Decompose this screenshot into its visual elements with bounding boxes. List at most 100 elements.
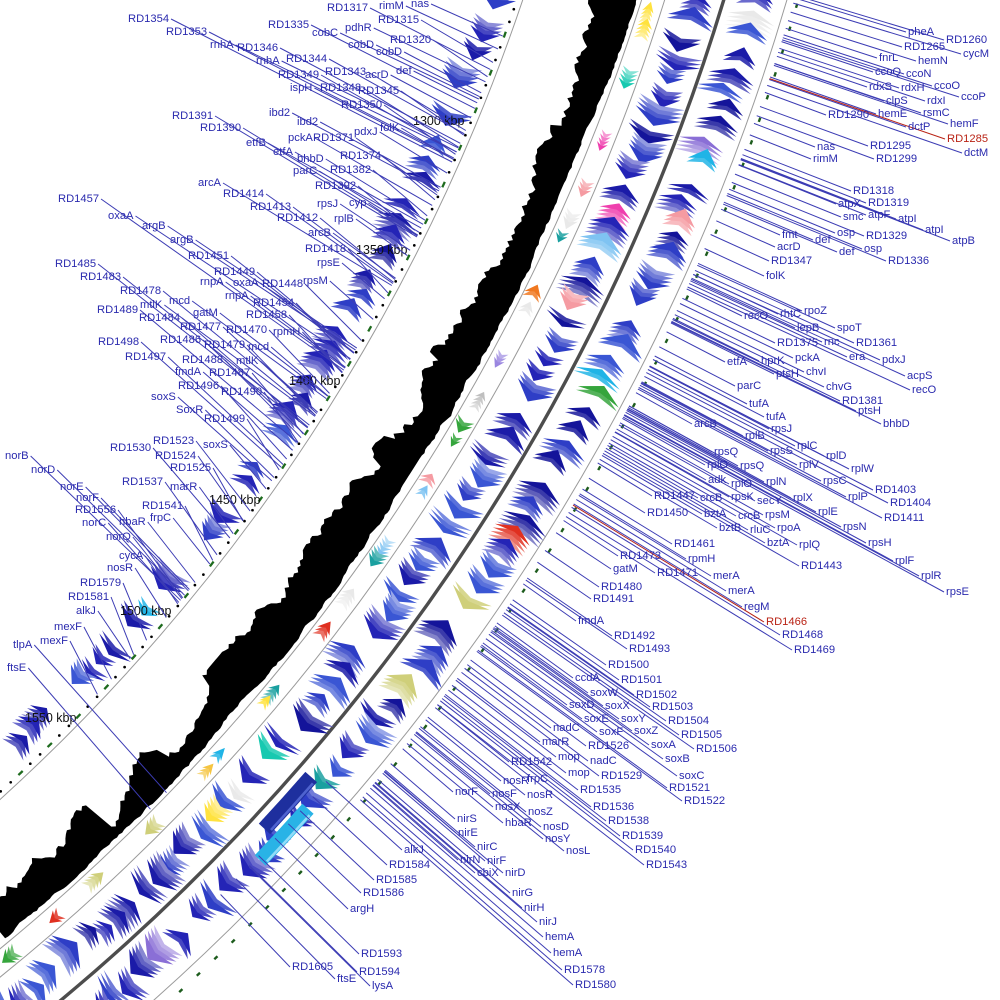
gene-label[interactable]: cycM xyxy=(963,48,989,60)
gene-label[interactable]: gatM xyxy=(613,563,638,575)
gene-label[interactable]: atpB xyxy=(952,235,975,247)
gene-label[interactable]: mexF xyxy=(40,635,68,647)
gene-label[interactable]: RD1382 xyxy=(330,164,371,176)
gene-label[interactable]: RD1501 xyxy=(621,674,662,686)
gene-label[interactable]: RD1448 xyxy=(262,278,303,290)
gene-label[interactable]: rplW xyxy=(851,463,874,475)
gene-label[interactable]: rnhA xyxy=(256,55,280,67)
gene-label[interactable]: soxY xyxy=(621,713,646,725)
gene-label[interactable]: RD1329 xyxy=(866,230,907,242)
gene-label[interactable]: soxF xyxy=(599,726,623,738)
gene-label[interactable]: RD1484 xyxy=(139,312,180,324)
gene-label[interactable]: hemA xyxy=(553,947,583,959)
gene-label[interactable]: ispH xyxy=(290,82,312,94)
gene-label[interactable]: RD1485 xyxy=(55,258,96,270)
gene-label[interactable]: rpsS xyxy=(770,445,793,457)
gene-label[interactable]: tlpA xyxy=(13,639,33,651)
gene-label[interactable]: rpoA xyxy=(777,522,801,534)
gene-label[interactable]: RD1450 xyxy=(647,507,688,519)
gene-label[interactable]: RD1414 xyxy=(223,188,264,200)
gene-label[interactable]: RD1299 xyxy=(876,153,917,165)
gene-label[interactable]: rplR xyxy=(921,570,942,582)
gene-label[interactable]: soxC xyxy=(679,770,705,782)
gene-label[interactable]: acpS xyxy=(907,370,933,382)
gene-label[interactable]: argB xyxy=(170,234,194,246)
gene-label[interactable]: rplN xyxy=(766,476,787,488)
gene-label[interactable]: mtlK xyxy=(236,355,259,367)
gene-label[interactable]: adk xyxy=(708,474,726,486)
gene-label[interactable]: ibd2 xyxy=(297,116,318,128)
gene-label[interactable]: RD1295 xyxy=(870,140,911,152)
gene-label[interactable]: RD1537 xyxy=(122,476,163,488)
gene-label[interactable]: RD1530 xyxy=(110,442,151,454)
gene-label[interactable]: atpF xyxy=(868,209,891,221)
gene-label[interactable]: crcB xyxy=(738,510,760,522)
gene-label[interactable]: rpsQ xyxy=(740,460,765,472)
gene-label[interactable]: RD1458 xyxy=(246,309,287,321)
gene-label[interactable]: RD1488 xyxy=(182,354,223,366)
gene-label[interactable]: hbaR xyxy=(119,516,146,528)
gene-label[interactable]: RD1392 xyxy=(315,180,356,192)
gene-label[interactable]: nosF xyxy=(492,788,517,800)
gene-label[interactable]: RD1492 xyxy=(614,630,655,642)
gene-label[interactable]: RD1335 xyxy=(268,19,309,31)
gene-label[interactable]: RD1490 xyxy=(221,386,262,398)
gene-label[interactable]: RD1486 xyxy=(160,334,201,346)
gene-label[interactable]: mcd xyxy=(248,341,269,353)
gene-label[interactable]: RD1524 xyxy=(155,450,196,462)
gene-label[interactable]: pckA xyxy=(795,352,820,364)
gene-label[interactable]: RD1443 xyxy=(801,560,842,572)
gene-label[interactable]: merA xyxy=(728,585,755,597)
gene-label[interactable]: rimM xyxy=(379,0,404,12)
gene-label[interactable]: atpI xyxy=(898,213,917,225)
gene-label[interactable]: folK xyxy=(380,122,400,134)
gene-label[interactable]: rpsM xyxy=(765,509,790,521)
gene-label[interactable]: bhbD xyxy=(297,153,324,165)
gene-label[interactable]: argH xyxy=(350,903,374,915)
gene-label[interactable]: RD1361 xyxy=(856,337,897,349)
gene-label[interactable]: RD1285 xyxy=(947,133,988,145)
gene-label[interactable]: nirS xyxy=(457,813,477,825)
gene-label[interactable]: nadC xyxy=(590,755,617,767)
gene-label[interactable]: tufA xyxy=(766,411,786,423)
gene-label[interactable]: RD1523 xyxy=(153,435,194,447)
gene-label[interactable]: alkJ xyxy=(404,844,424,856)
gene-label[interactable]: bztB xyxy=(719,522,741,534)
gene-label[interactable]: rplE xyxy=(818,506,838,518)
gene-label[interactable]: def xyxy=(396,65,412,77)
gene-label[interactable]: hemF xyxy=(950,118,979,130)
gene-label[interactable]: atpX xyxy=(838,198,862,210)
gene-label[interactable]: hprK xyxy=(761,355,785,367)
gene-label[interactable]: nas xyxy=(817,141,835,153)
gene-label[interactable]: RD1499 xyxy=(204,413,245,425)
gene-label[interactable]: RD1497 xyxy=(125,351,166,363)
gene-label[interactable]: RD1350 xyxy=(341,99,382,111)
gene-label[interactable]: rplB xyxy=(334,213,354,225)
gene-label[interactable]: RD1505 xyxy=(681,729,722,741)
gene-label[interactable]: RD1381 xyxy=(842,395,883,407)
gene-label[interactable]: RD1471 xyxy=(657,567,698,579)
gene-label[interactable]: frpC xyxy=(527,773,548,785)
gene-label[interactable]: RD1593 xyxy=(361,948,402,960)
gene-label[interactable]: RD1413 xyxy=(250,201,291,213)
gene-label[interactable]: hemN xyxy=(918,55,948,67)
gene-label[interactable]: RD1506 xyxy=(696,743,737,755)
gene-label[interactable]: RD1469 xyxy=(794,644,835,656)
gene-label[interactable]: RD1536 xyxy=(593,801,634,813)
gene-label[interactable]: RD1265 xyxy=(904,41,945,53)
gene-label[interactable]: nirC xyxy=(477,841,498,853)
gene-label[interactable]: rpsE xyxy=(946,586,969,598)
gene-label[interactable]: chvI xyxy=(806,366,827,378)
gene-label[interactable]: spoT xyxy=(837,322,862,334)
gene-label[interactable]: nosL xyxy=(566,845,590,857)
gene-label[interactable]: pckA xyxy=(288,132,313,144)
gene-label[interactable]: RD1390 xyxy=(200,122,241,134)
gene-label[interactable]: ccoQ xyxy=(875,66,901,78)
gene-label[interactable]: nosX xyxy=(495,801,521,813)
gene-label[interactable]: RD1489 xyxy=(97,304,138,316)
gene-label[interactable]: cobD xyxy=(348,39,374,51)
gene-label[interactable]: SoxR xyxy=(176,404,203,416)
gene-label[interactable]: frpC xyxy=(150,512,171,524)
gene-label[interactable]: soxS xyxy=(203,439,228,451)
gene-label[interactable]: ftsE xyxy=(337,973,356,985)
